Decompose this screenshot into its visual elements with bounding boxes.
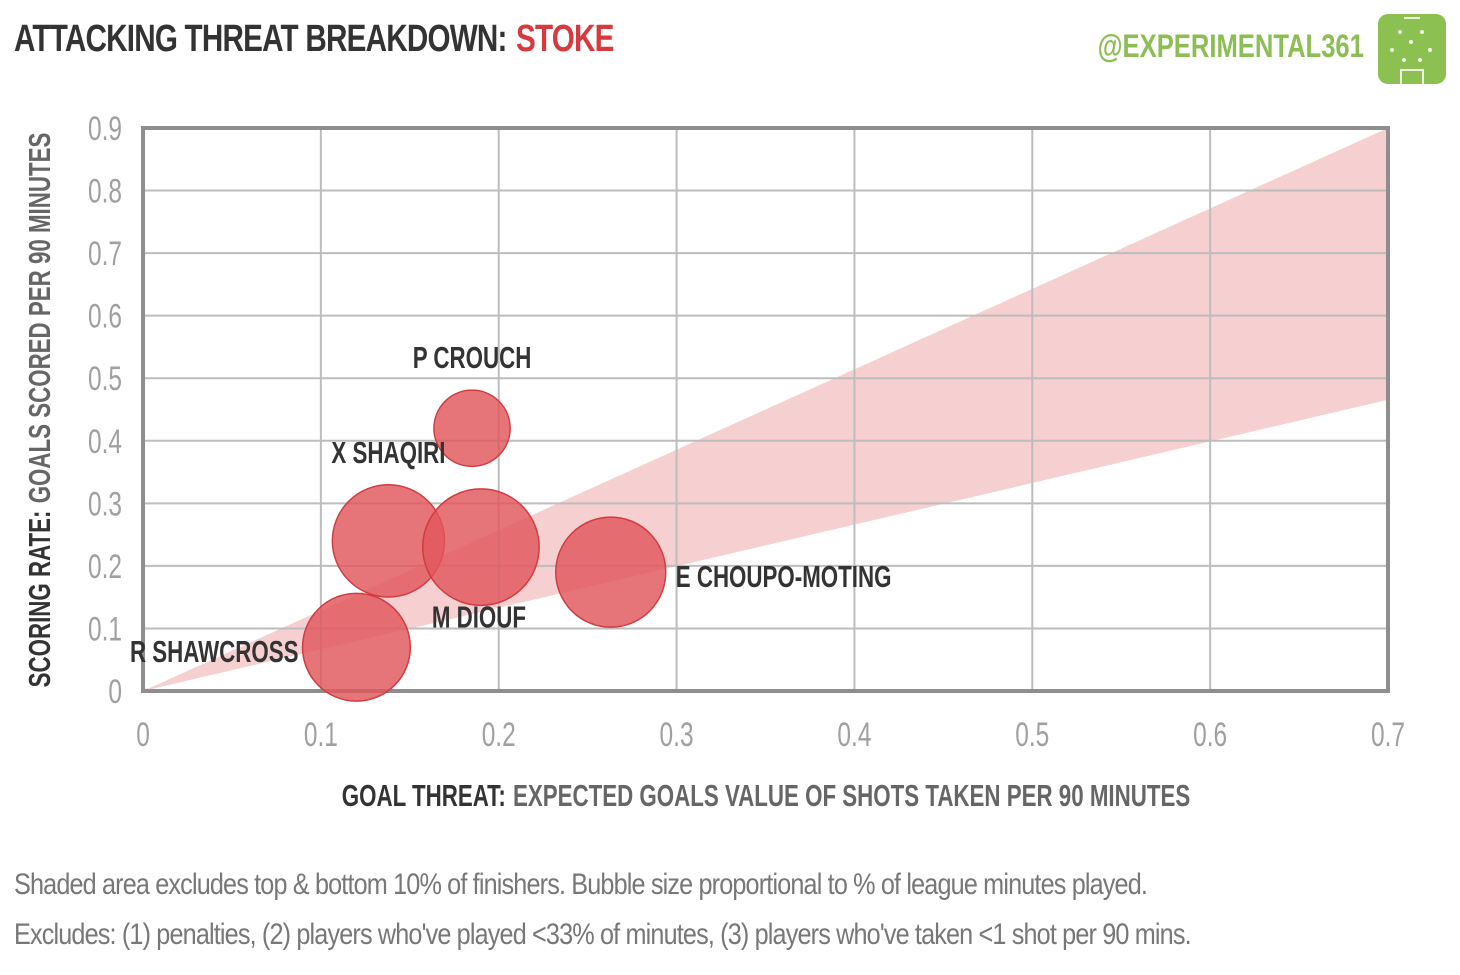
scatter-chart: P CROUCH X SHAQIRI M DIOUF E CHOUPO-MOTING R… (22, 110, 1405, 813)
chart-title-main: ATTACKING THREAT BREAKDOWN: (14, 18, 507, 60)
y-tick-label: 0 (108, 673, 122, 711)
chart-title: ATTACKING THREAT BREAKDOWN: STOKE (14, 18, 614, 61)
y-tick-label: 0.3 (88, 485, 122, 523)
chart-title-team: STOKE (516, 18, 614, 60)
x-axis-label-bold: GOAL THREAT: (342, 778, 506, 812)
x-tick-label: 0 (136, 716, 150, 754)
y-tick-label: 0.9 (88, 110, 122, 148)
point-label: R SHAWCROSS (130, 635, 299, 669)
plot-frame (141, 126, 1390, 693)
y-tick-label: 0.2 (88, 548, 122, 586)
x-axis-label-rest: EXPECTED GOALS VALUE OF SHOTS TAKEN PER … (513, 778, 1190, 812)
x-tick-label: 0.1 (304, 716, 338, 754)
y-tick-label: 0.6 (88, 298, 122, 336)
pitch-logo-icon (1378, 14, 1446, 84)
footnote-exclusions: Excludes: (1) penalties, (2) players who… (14, 918, 1192, 951)
y-axis-label: SCORING RATE: GOALS SCORED PER 90 MINUTES (22, 133, 56, 688)
bubble (301, 592, 412, 702)
y-tick-label: 0.8 (88, 173, 122, 211)
x-tick-label: 0.5 (1015, 716, 1049, 754)
y-tick-label: 0.1 (88, 611, 122, 649)
y-tick-labels: 0 0.1 0.2 0.3 0.4 0.5 0.6 0.7 0.8 0.9 (88, 110, 122, 711)
y-axis-label-rest: GOALS SCORED PER 90 MINUTES (22, 133, 56, 504)
bubble (421, 488, 540, 607)
y-tick-label: 0.7 (88, 235, 122, 273)
footnote-shading: Shaded area excludes top & bottom 10% of… (14, 868, 1148, 901)
point-label: E CHOUPO-MOTING (676, 560, 892, 594)
bubble (555, 516, 667, 628)
x-tick-label: 0.6 (1193, 716, 1227, 754)
bubble (433, 389, 511, 468)
x-tick-label: 0.3 (660, 716, 694, 754)
x-tick-labels: 0 0.1 0.2 0.3 0.4 0.5 0.6 0.7 (136, 716, 1405, 754)
x-tick-label: 0.4 (837, 716, 871, 754)
point-labels: P CROUCH X SHAQIRI M DIOUF E CHOUPO-MOTING R… (130, 341, 891, 669)
bubbles (301, 389, 667, 702)
x-tick-label: 0.2 (482, 716, 516, 754)
x-tick-label: 0.7 (1371, 716, 1405, 754)
point-label: X SHAQIRI (331, 435, 445, 469)
point-label: M DIOUF (432, 600, 526, 634)
author-handle: @EXPERIMENTAL361 (1097, 28, 1364, 64)
point-label: P CROUCH (413, 341, 532, 375)
x-axis-label: GOAL THREAT: EXPECTED GOALS VALUE OF SHOT… (342, 778, 1190, 812)
y-axis-label-bold: SCORING RATE: (22, 511, 56, 688)
y-tick-label: 0.5 (88, 360, 122, 398)
y-tick-label: 0.4 (88, 423, 122, 461)
